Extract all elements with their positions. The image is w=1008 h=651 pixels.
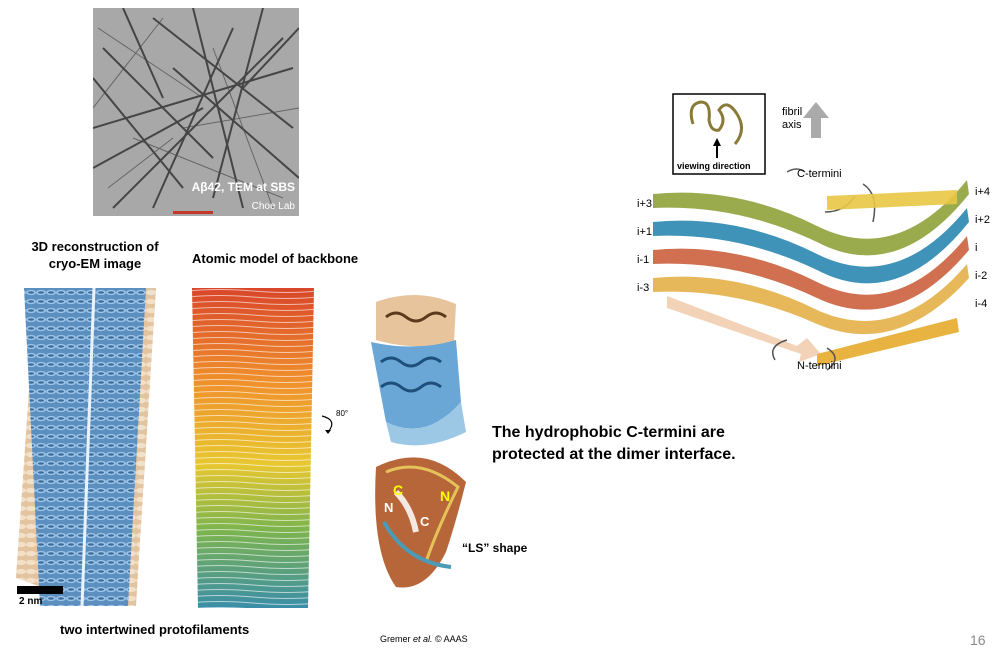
- protofilaments-caption: two intertwined protofilaments: [60, 622, 250, 637]
- strand-label-i-3: i-3: [637, 282, 650, 294]
- strand-label-i-4: i-4: [975, 298, 988, 310]
- statement-line-2: protected at the dimer interface.: [492, 446, 736, 463]
- c-termini-label: C-termini: [797, 168, 842, 180]
- left-strand-labels: i+3 i+1 i-1 i-3: [637, 190, 652, 302]
- fibril-texture: [93, 8, 299, 216]
- fibril-axis-label: fibril axis: [782, 106, 803, 131]
- ls-shape-label: “LS” shape: [462, 541, 528, 555]
- backbone-model: [188, 288, 318, 608]
- n-termini-label: N-termini: [797, 360, 842, 372]
- cross-section-views: C N N C: [366, 292, 478, 612]
- statement: The hydrophobic C-termini are protected …: [492, 422, 736, 466]
- tem-micrograph: Aβ42, TEM at SBS Choe Lab: [93, 8, 299, 216]
- citation: Gremer et al. © AAAS: [380, 634, 468, 644]
- n-terminus-label: N: [440, 488, 451, 504]
- strand-label-i-1: i-1: [637, 254, 650, 266]
- statement-line-1: The hydrophobic C-termini are: [492, 424, 725, 441]
- c-terminus-label: C: [393, 482, 404, 498]
- scale-bar: [17, 586, 63, 594]
- backbone-title: Atomic model of backbone: [192, 251, 359, 266]
- rotation-angle: 80°: [336, 409, 349, 418]
- tem-credit: Choe Lab: [251, 201, 295, 212]
- cryo-em-reconstruction: [16, 287, 162, 607]
- strand-label-i+2: i+2: [975, 214, 990, 226]
- tem-caption: Aβ42, TEM at SBS: [191, 180, 295, 194]
- strand-label-i+1: i+1: [637, 226, 652, 238]
- beta-sheet-diagram: viewing direction fibril axis C-termini …: [637, 86, 993, 376]
- n-terminus-label-2: N: [384, 500, 394, 515]
- right-strand-labels: i+4 i+2 i i-2 i-4: [975, 178, 990, 318]
- strand-label-i-2: i-2: [975, 270, 988, 282]
- scale-bar-label: 2 nm: [19, 596, 43, 607]
- rotation-arrow-icon: [318, 410, 344, 441]
- strand-label-i: i: [975, 242, 978, 254]
- slide-number: 16: [970, 632, 986, 648]
- strand-label-i+4: i+4: [975, 186, 990, 198]
- cryo-title: 3D reconstruction of cryo-EM image: [31, 239, 159, 271]
- viewing-direction-label: viewing direction: [677, 161, 751, 171]
- c-terminus-label-2: C: [420, 514, 430, 529]
- tem-scale-bar: [173, 211, 213, 214]
- strand-label-i+3: i+3: [637, 198, 652, 210]
